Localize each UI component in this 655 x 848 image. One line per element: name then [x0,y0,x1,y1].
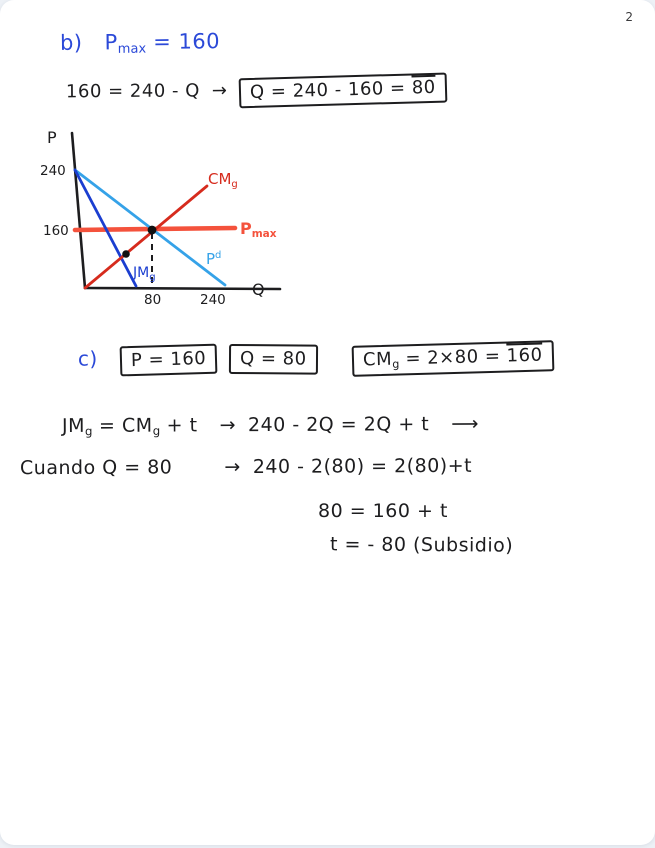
p-axis-label: P [47,128,57,147]
boxed-answer-q-value: 80 [411,76,437,99]
work-l2-cuando: Cuando Q = 80 [19,456,173,480]
boxed-answer-q2: Q = 80 [228,343,318,375]
supply-demand-graph: P 240 160 80 240 Q CMg Pmax Pd JMg [40,128,282,308]
arrow-icon: → [219,414,237,437]
jmg-cmg-dot [122,250,130,258]
equilibrium-dot [147,225,157,235]
work-line-4: t = - 80 (Subsidio) [330,533,513,556]
boxed-answer-cmg-value: 160 [506,344,543,367]
boxed-answer-p: P = 160 [119,343,218,377]
x-tick-80: 80 [144,292,161,308]
arrow-icon: → [211,80,228,102]
cmg-supply-line [83,184,209,290]
work-l1-left: JMg = CMg + t [61,414,198,439]
jmg-label: JMg [132,265,156,283]
pd-label: Pd [206,250,221,268]
y-axis [70,131,87,290]
y-tick-160: 160 [43,223,69,239]
jmg-line [73,168,138,288]
x-axis [83,286,282,291]
x-tick-240: 240 [200,292,226,308]
section-c-label: c) [77,346,98,371]
y-tick-240: 240 [40,163,66,179]
section-c-row: c) P = 160 Q = 80 CMg = 2×80 = 160 [77,340,554,377]
section-b-equation: 160 = 240 - Q → Q = 240 - 160 = 80 [65,72,448,109]
eq-left: 160 = 240 - Q [65,80,200,103]
q-axis-label: Q [252,280,265,299]
work-l4-eq: t = - 80 (Subsidio) [329,533,514,557]
section-b-label: b) [59,30,83,55]
work-l2-eq: 240 - 2(80) = 2(80)+t [252,454,473,478]
work-line-3: 80 = 160 + t [318,500,448,522]
boxed-answer-cmg: CMg = 2×80 = 160 [351,340,554,377]
boxed-answer-q: Q = 240 - 160 = 80 [239,72,448,109]
arrow-icon: → [224,456,241,479]
work-line-2: Cuando Q = 80 → 240 - 2(80) = 2(80)+t [20,455,472,479]
work-l1-eq: 240 - 2Q = 2Q + t [247,413,430,437]
page-number: 2 [625,10,633,24]
long-arrow-icon: ⟶ [451,412,480,436]
pmax-label: Pmax [240,219,277,240]
work-line-1: JMg = CMg + t → 240 - 2Q = 2Q + t ⟶ [62,413,479,438]
section-b-heading: b) Pmax = 160 [60,29,220,57]
work-l3-eq: 80 = 160 + t [318,500,448,522]
pmax-heading: Pmax = 160 [104,29,221,57]
cmg-label: CMg [208,170,238,190]
